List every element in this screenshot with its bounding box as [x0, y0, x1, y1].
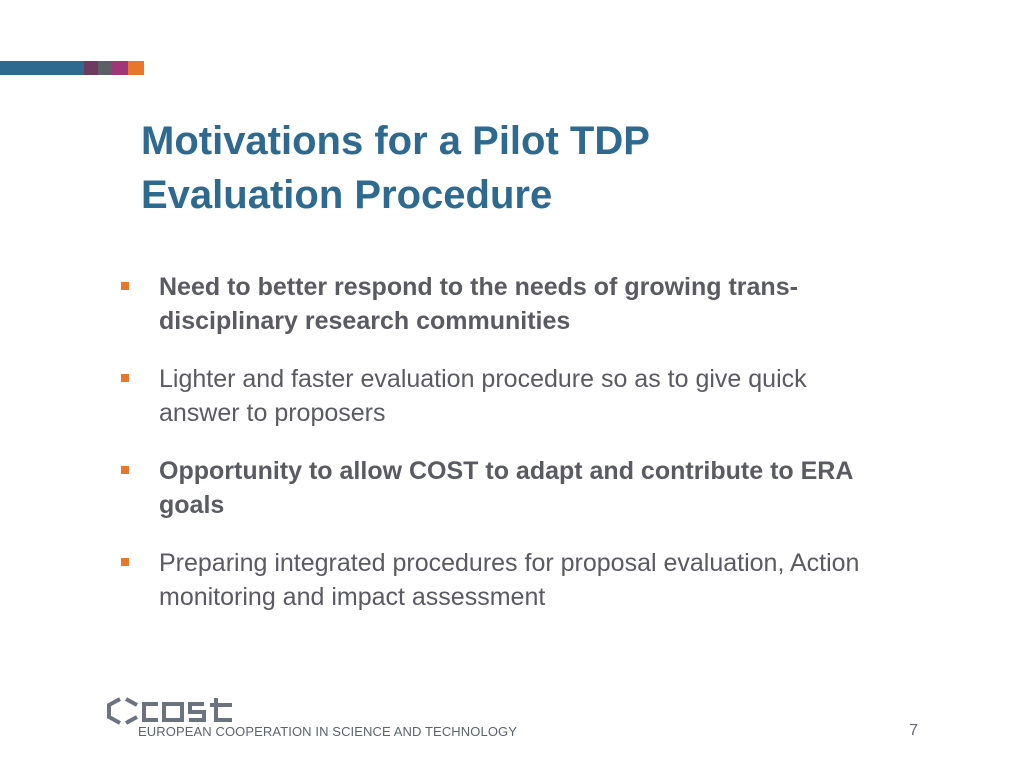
square-bullet-icon — [121, 282, 129, 290]
bullet-item-2: Lighter and faster evaluation procedure … — [117, 362, 977, 430]
square-bullet-icon — [121, 466, 129, 474]
bullet-2-line-2: answer to proposers — [159, 399, 386, 427]
bullet-item-4: Preparing integrated procedures for prop… — [117, 546, 977, 614]
bar-segment-magenta — [112, 61, 128, 75]
title-line-2: Evaluation Procedure — [141, 173, 553, 217]
bullet-4-line-2: monitoring and impact assessment — [159, 583, 546, 611]
cost-logo — [106, 696, 240, 726]
bar-segment-blue — [0, 61, 84, 75]
page-number: 7 — [909, 722, 918, 739]
bar-segment-grey — [98, 61, 112, 75]
top-color-bar — [0, 61, 144, 75]
bullet-1-line-2: disciplinary research communities — [159, 307, 571, 335]
square-bullet-icon — [121, 374, 129, 382]
bullet-3-line-2: goals — [159, 491, 225, 519]
title-line-1: Motivations for a Pilot TDP — [141, 119, 650, 163]
bullet-1-line-1: Need to better respond to the needs of g… — [159, 273, 798, 301]
square-bullet-icon — [121, 558, 129, 566]
bullet-4-line-1: Preparing integrated procedures for prop… — [159, 549, 860, 577]
bar-segment-orange — [128, 61, 144, 75]
bullet-2-line-1: Lighter and faster evaluation procedure … — [159, 365, 807, 393]
bullet-item-3: Opportunity to allow COST to adapt and c… — [117, 454, 977, 522]
bullet-3-line-1: Opportunity to allow COST to adapt and c… — [159, 457, 854, 485]
cost-logo-mark-icon — [107, 697, 232, 725]
bar-segment-plum — [84, 61, 98, 75]
bullet-item-1: Need to better respond to the needs of g… — [117, 270, 977, 338]
slide-title: Motivations for a Pilot TDP Evaluation P… — [141, 114, 941, 222]
cost-logo-tagline: EUROPEAN COOPERATION IN SCIENCE AND TECH… — [138, 724, 518, 739]
bullet-list: Need to better respond to the needs of g… — [117, 270, 977, 638]
